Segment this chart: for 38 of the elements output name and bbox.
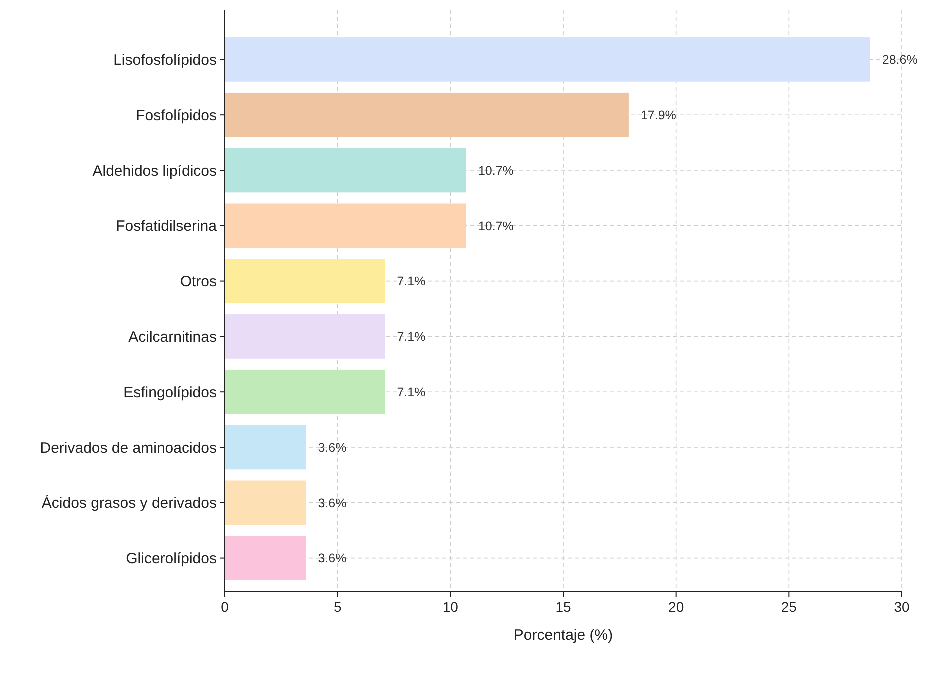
y-tick-label: Fosfolípidos [136,107,217,124]
data-label: 7.1% [397,274,426,289]
x-tick-label: 10 [442,599,459,615]
data-label: 17.9% [640,108,676,122]
y-tick-label: Otros [180,274,217,291]
bar [225,370,386,414]
y-tick-label: Glicerolípidos [126,550,217,568]
data-label: 7.1% [397,330,426,344]
x-tick-label: 20 [668,599,684,615]
y-tick-label: Lisofosfolípidos [114,52,217,69]
x-axis-title: Porcentaje (%) [514,627,614,644]
data-label: 3.6% [318,440,347,455]
x-tick-label: 25 [781,599,798,615]
bar [225,425,306,470]
bar [225,536,306,580]
data-label: 10.7% [478,164,514,178]
y-tick-label: Ácidos grasos y derivados [42,494,217,512]
x-tick-label: 30 [894,599,910,615]
bar [225,38,870,82]
data-label: 3.6% [318,552,347,566]
data-label: 3.6% [318,496,347,510]
x-tick-label: 15 [556,599,572,615]
bar [225,204,466,248]
x-tick-label: 5 [334,599,342,615]
data-label: 28.6% [882,53,918,68]
bar [225,259,386,304]
bar [225,480,306,526]
data-label: 7.1% [397,385,426,400]
bar [225,92,629,138]
bar [225,148,466,193]
bar [225,314,386,359]
y-tick-label: Esfingolípidos [124,384,217,402]
y-tick-label: Aldehidos lipídicos [92,162,217,180]
y-tick-label: Acilcarnitinas [128,328,217,346]
y-tick-label: Derivados de aminoacidos [40,440,217,457]
data-label: 10.7% [478,219,514,234]
x-tick-label: 0 [221,599,230,615]
y-tick-label: Fosfatidilserina [116,218,218,236]
